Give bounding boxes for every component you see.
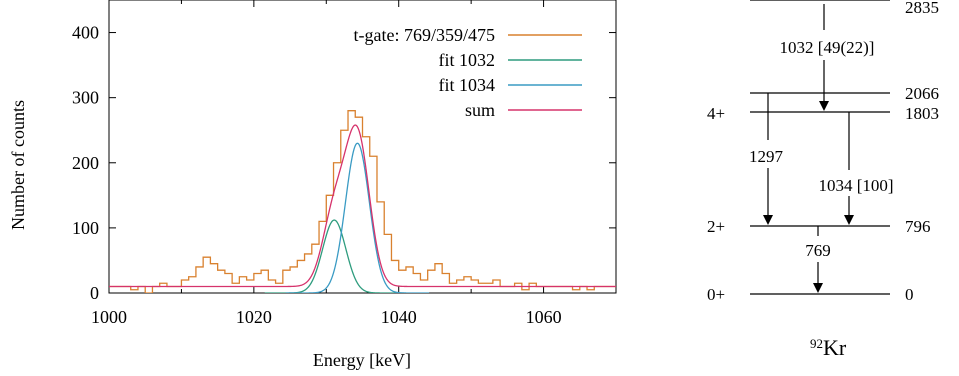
legend: t-gate: 769/359/475 fit 1032 fit 1034 sum	[354, 25, 582, 120]
level-spin-label: 0+	[707, 285, 725, 304]
series-fit-1034-line	[285, 142, 430, 293]
series-sum-line	[109, 124, 616, 288]
level-energy-label: 1803	[905, 104, 939, 123]
legend-label: t-gate: 769/359/475	[354, 25, 495, 45]
x-tick-label: 1060	[526, 307, 562, 327]
legend-label: sum	[465, 100, 495, 120]
x-axis-label: Energy [keV]	[313, 350, 411, 370]
legend-label: fit 1034	[439, 75, 496, 95]
transition-label: 1034 [100]	[818, 176, 893, 195]
series-fit-1032-line	[264, 219, 404, 293]
axis-tick-labels: 1000 1020 1040 1060 0 100 200 300 400	[72, 23, 562, 327]
y-tick-label: 400	[72, 23, 99, 43]
x-tick-label: 1020	[236, 307, 272, 327]
transition-769-arrow	[813, 226, 823, 293]
axis-ticks	[108, 0, 616, 294]
level-energy-label: 2066	[905, 84, 939, 103]
series-layer	[109, 110, 616, 293]
x-tick-label: 1000	[91, 307, 127, 327]
legend-label: fit 1032	[439, 50, 496, 70]
level-scheme: 2835 2066 1803 796 0 4+ 2+ 0+ 1032 [49(2…	[707, 0, 939, 360]
level-energy-label: 2835	[905, 0, 939, 17]
transition-1034-arrow	[844, 112, 854, 225]
level-energy-label: 796	[905, 217, 931, 236]
y-tick-label: 200	[72, 153, 99, 173]
y-tick-label: 300	[72, 88, 99, 108]
nucleus-symbol: Kr	[823, 335, 847, 360]
nucleus-mass-number: 92	[810, 336, 823, 351]
level-spin-label: 2+	[707, 217, 725, 236]
plot-frame	[108, 0, 617, 294]
spectrum-plot: 1000 1020 1040 1060 0 100 200 300 400 t-gate: 76…	[8, 0, 617, 370]
series-histogram-line	[109, 110, 616, 293]
transition-label: 769	[805, 241, 831, 260]
transition-label: 1297	[749, 147, 784, 166]
transition-1032-arrow	[819, 4, 829, 111]
y-tick-label: 0	[90, 283, 99, 303]
level-spin-label: 4+	[707, 104, 725, 123]
y-axis-label: Number of counts	[8, 100, 28, 230]
y-tick-label: 100	[72, 218, 99, 238]
x-tick-label: 1040	[381, 307, 417, 327]
transition-1297-arrow	[763, 93, 773, 225]
level-energy-label: 0	[905, 285, 914, 304]
transition-label: 1032 [49(22)]	[780, 38, 875, 57]
